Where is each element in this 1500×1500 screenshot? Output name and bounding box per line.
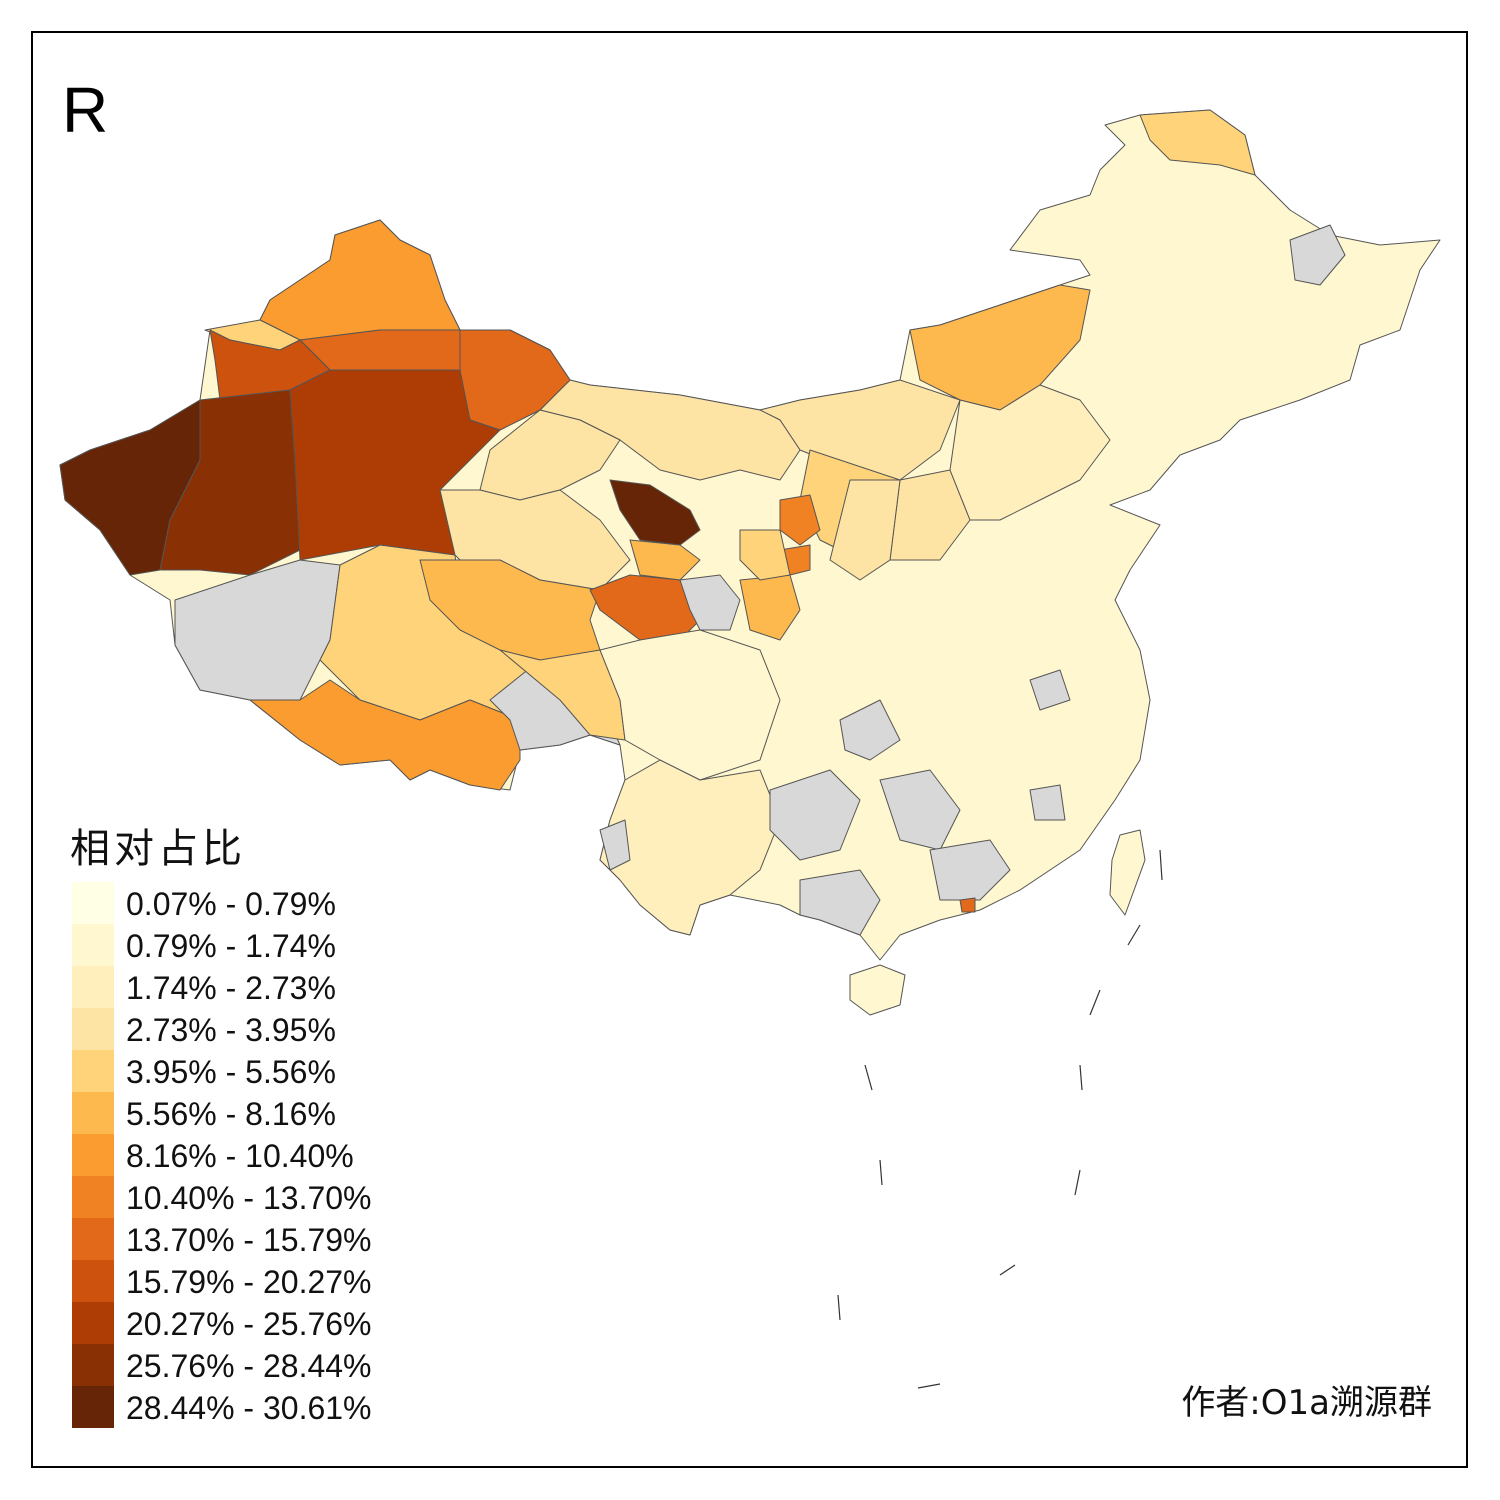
legend-swatch [72, 882, 114, 924]
legend-swatch [72, 924, 114, 966]
legend-swatch [72, 1092, 114, 1134]
legend-swatch [72, 1008, 114, 1050]
legend-label: 15.79% - 20.27% [126, 1264, 372, 1300]
legend-item: 2.73% - 3.95% [72, 1008, 432, 1050]
region-taiwan [1109, 829, 1146, 916]
legend-item: 15.79% - 20.27% [72, 1260, 432, 1302]
region-guizhou-gray [769, 769, 861, 861]
legend-item: 20.27% - 25.76% [72, 1302, 432, 1344]
region-heilongjiang-gray [1289, 224, 1346, 286]
region-huangnan [589, 574, 701, 641]
legend-swatch [72, 1302, 114, 1344]
region-xinjiang-north [259, 219, 461, 341]
region-haixi [439, 489, 631, 591]
region-north-china [949, 384, 1111, 521]
legend-label: 3.95% - 5.56% [126, 1054, 336, 1090]
region-shenzhen-orange [959, 897, 976, 913]
region-haibei [609, 479, 701, 546]
region-hunan-gray [879, 769, 961, 851]
region-ngari [174, 559, 341, 701]
legend-swatch [72, 1218, 114, 1260]
legend-label: 20.27% - 25.76% [126, 1306, 372, 1342]
legend-label: 25.76% - 28.44% [126, 1348, 372, 1384]
region-hubei-gray [839, 699, 901, 761]
legend-item: 1.74% - 2.73% [72, 966, 432, 1008]
region-xining [629, 539, 701, 581]
region-shigatse [249, 679, 521, 791]
legend: 0.07% - 0.79% 0.79% - 1.74% 1.74% - 2.73% 2… [72, 882, 432, 1428]
legend-label: 5.56% - 8.16% [126, 1096, 336, 1132]
legend-swatch [72, 1344, 114, 1386]
region-yunnan-gray [599, 819, 631, 871]
legend-label: 0.79% - 1.74% [126, 928, 336, 964]
legend-item: 0.79% - 1.74% [72, 924, 432, 966]
legend-item: 8.16% - 10.40% [72, 1134, 432, 1176]
legend-swatch [72, 1050, 114, 1092]
legend-label: 13.70% - 15.79% [126, 1222, 372, 1258]
legend-label: 2.73% - 3.95% [126, 1012, 336, 1048]
region-guanzhong [739, 529, 791, 581]
legend-label: 28.44% - 30.61% [126, 1390, 372, 1426]
region-bayingol [289, 369, 501, 561]
legend-item: 25.76% - 28.44% [72, 1344, 432, 1386]
legend-title: 相对占比 [70, 826, 246, 872]
legend-swatch [72, 1260, 114, 1302]
region-shanxi [829, 479, 901, 581]
region-yulin [779, 494, 821, 546]
region-sichuan-west [599, 629, 781, 781]
legend-swatch [72, 1176, 114, 1218]
legend-item: 5.56% - 8.16% [72, 1092, 432, 1134]
region-hulunbuir [1139, 109, 1256, 176]
legend-swatch [72, 966, 114, 1008]
region-jiangxi-gray [1029, 669, 1071, 711]
region-guangxi-gray [799, 869, 881, 936]
region-fujian-gray [1029, 784, 1066, 821]
south-china-sea-islands [837, 849, 1163, 1389]
region-hainan [849, 964, 906, 1016]
legend-label: 10.40% - 13.70% [126, 1180, 372, 1216]
region-gannan-gray [679, 574, 741, 631]
panel-letter: R [62, 74, 109, 146]
legend-label: 0.07% - 0.79% [126, 886, 336, 922]
legend-item: 28.44% - 30.61% [72, 1386, 432, 1428]
legend-item: 10.40% - 13.70% [72, 1176, 432, 1218]
legend-item: 13.70% - 15.79% [72, 1218, 432, 1260]
legend-swatch [72, 1134, 114, 1176]
region-yunnan [599, 759, 781, 936]
author-credit: 作者:O1a溯源群 [1181, 1383, 1432, 1423]
legend-swatch [72, 1386, 114, 1428]
region-inner-mongolia-east [909, 284, 1091, 411]
legend-item: 0.07% - 0.79% [72, 882, 432, 924]
legend-label: 8.16% - 10.40% [126, 1138, 354, 1174]
legend-label: 1.74% - 2.73% [126, 970, 336, 1006]
region-guangdong-gray [929, 839, 1011, 901]
legend-item: 3.95% - 5.56% [72, 1050, 432, 1092]
